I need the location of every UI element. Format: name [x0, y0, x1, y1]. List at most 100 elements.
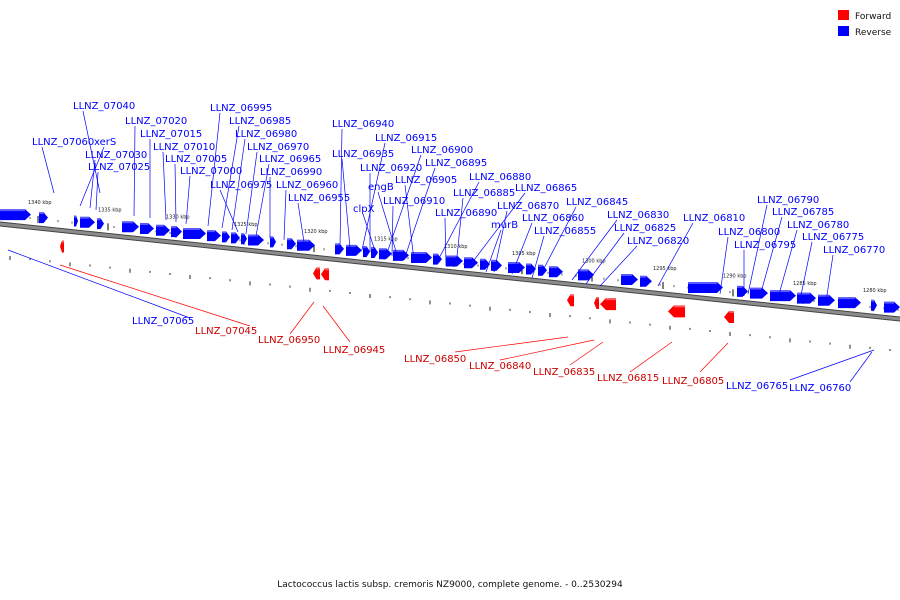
gene-label: LLNZ_06885: [453, 188, 515, 199]
gene-LLNZ_06980: [231, 232, 240, 244]
gene-label: LLNZ_06815: [597, 373, 659, 384]
gene-LLNZ_06800: [737, 285, 748, 297]
label-leader: [599, 245, 638, 287]
scale-tick-label: 1330 kbp: [166, 215, 190, 221]
gene-label: LLNZ_06935: [332, 149, 394, 160]
scale-tick-label: 1295 kbp: [653, 266, 677, 272]
gene-label: LLNZ_06835: [533, 367, 595, 378]
gene-label: clpX: [353, 204, 375, 215]
label-leader: [435, 181, 480, 265]
label-leader: [759, 216, 783, 297]
gene-label: LLNZ_06900: [411, 145, 473, 156]
label-leader: [849, 351, 873, 383]
scale-tick-label: 1280 kbp: [863, 288, 887, 294]
gene-LLNZ_06955: [335, 243, 344, 255]
gene-label: LLNZ_06765: [726, 381, 788, 392]
gene-label: LLNZ_06910: [383, 196, 445, 207]
gene-label: LLNZ_06780: [787, 220, 849, 231]
scale-tick-label: 1325 kbp: [234, 222, 258, 228]
gene-label: LLNZ_07015: [140, 129, 202, 140]
legend: Forward Reverse: [838, 10, 892, 38]
gene-LLNZ_06960: [297, 239, 315, 251]
gene-label: LLNZ_07065: [132, 316, 194, 327]
label-leader: [341, 158, 351, 249]
label-leader: [493, 210, 508, 273]
gene-LLNZ_06860: [578, 269, 594, 281]
label-leader: [467, 192, 526, 269]
label-leader: [454, 336, 569, 353]
legend-forward-label: Forward: [855, 12, 891, 22]
gene-label: LLNZ_06860: [522, 213, 584, 224]
gene-label: LLNZ_06940: [332, 119, 394, 130]
gene-label: LLNZ_06965: [259, 154, 321, 165]
gene-label: LLNZ_06955: [288, 193, 350, 204]
gene-label: LLNZ_06795: [734, 240, 796, 251]
gene-label: LLNZ_07045: [195, 326, 257, 337]
gene-LLNZ_06865: [549, 266, 563, 278]
gene-label: LLNZ_07020: [125, 116, 187, 127]
genome-backbone: [0, 222, 900, 321]
gene-label: LLNZ_07040: [73, 101, 135, 112]
legend-reverse-label: Reverse: [855, 28, 892, 38]
label-leader: [747, 204, 768, 295]
legend-reverse-swatch: [838, 26, 849, 36]
gene-label: LLNZ_06950: [258, 335, 320, 346]
gene-LLNZ_06845: [621, 273, 638, 285]
gene-LLNZ_07010: [156, 224, 170, 236]
gene-LLNZ_07030: [80, 216, 95, 228]
gene-label: LLNZ_06805: [662, 376, 724, 387]
label-leader: [531, 235, 545, 279]
label-leader: [629, 341, 673, 373]
label-leader: [219, 189, 239, 233]
gene-label: LLNZ_06995: [210, 103, 272, 114]
gene-LLNZ_07005: [171, 226, 182, 238]
gene-LLNZ_07000: [183, 228, 206, 240]
gene-LLNZ_06795: [750, 287, 768, 299]
gene-label: LLNZ_06970: [247, 142, 309, 153]
gene-label: murB: [491, 220, 518, 231]
gene-label: LLNZ_06840: [469, 361, 531, 372]
label-leader: [79, 146, 105, 207]
label-leader: [385, 154, 422, 257]
gene-label: LLNZ_06810: [683, 213, 745, 224]
gene-label: LLNZ_06920: [360, 163, 422, 174]
label-leader: [799, 241, 813, 301]
gene-label: LLNZ_06850: [404, 354, 466, 365]
scale-tick-label: 1300 kbp: [582, 258, 606, 264]
gene-label: LLNZ_06975: [210, 180, 272, 191]
label-leader: [789, 349, 875, 381]
gene-LLNZ_06910: [446, 255, 463, 267]
label-leader: [255, 163, 270, 237]
map-caption: Lactococcus lactis subsp. cremoris NZ900…: [277, 580, 623, 590]
label-leader: [59, 264, 251, 327]
label-leader: [569, 341, 604, 366]
gene-label: LLNZ_06895: [425, 158, 487, 169]
label-leader: [444, 217, 447, 267]
backbone-edge: [0, 225, 900, 322]
gene-label: LLNZ_07025: [88, 162, 150, 173]
gene-LLNZ_06835: [600, 298, 616, 311]
gene-label: LLNZ_06990: [260, 167, 322, 178]
label-leader: [719, 236, 729, 295]
gene-LLNZ_07015: [140, 223, 154, 235]
gene-label: LLNZ_06760: [789, 383, 851, 394]
label-leader: [339, 128, 343, 247]
label-leader: [403, 167, 436, 261]
label-leader: [89, 159, 96, 209]
gene-LLNZ_06975: [248, 234, 264, 246]
legend-forward-swatch: [838, 10, 849, 20]
gene-LLNZ_06945: [321, 268, 329, 281]
gene-LLNZ_07040: [39, 212, 48, 224]
gene-label: LLNZ_07030: [85, 150, 147, 161]
label-leader: [231, 138, 246, 231]
gene-label: LLNZ_06980: [235, 129, 297, 140]
gene-label: engB: [368, 182, 394, 193]
gene-LLNZ_06995: [207, 230, 221, 242]
gene-LLNZ_06770: [871, 299, 877, 311]
label-leader: [539, 206, 577, 277]
gene-engB: [411, 251, 432, 263]
gene-xerS: [74, 215, 78, 227]
label-leader: [283, 189, 287, 241]
